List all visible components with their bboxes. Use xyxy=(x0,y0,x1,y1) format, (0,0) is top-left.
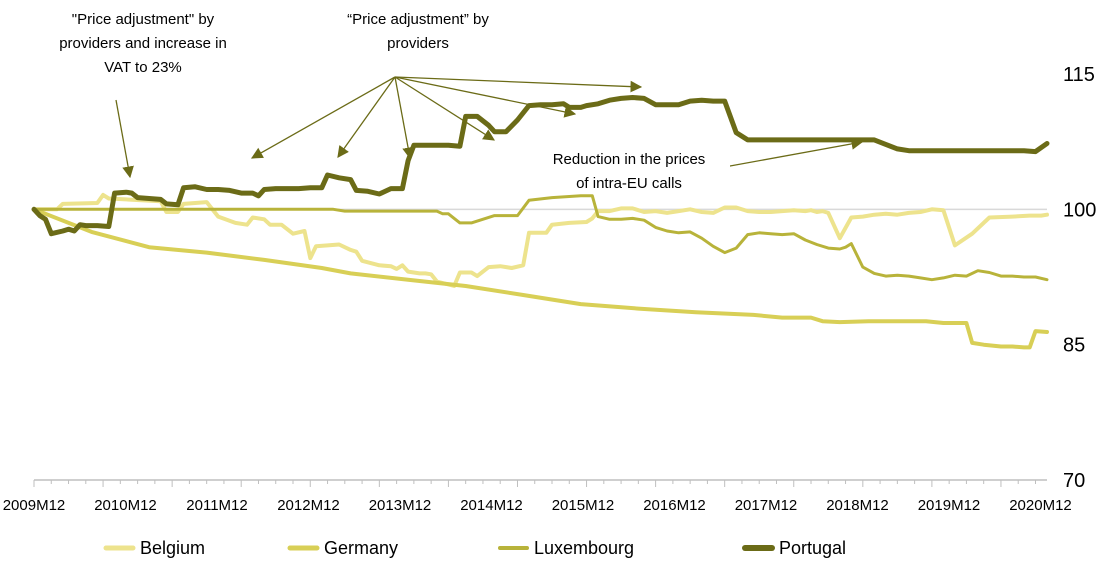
x-tick-label: 2014M12 xyxy=(460,497,523,514)
y-tick-label: 85 xyxy=(1063,335,1085,357)
x-tick-label: 2012M12 xyxy=(277,497,340,514)
x-tick-label: 2010M12 xyxy=(94,497,157,514)
annotation-text: providers xyxy=(387,35,449,52)
legend: Belgium Germany Luxembourg Portugal xyxy=(103,538,846,558)
x-tick-label: 2013M12 xyxy=(369,497,432,514)
x-tick-label: 2015M12 xyxy=(552,497,615,514)
annotation-text: "Price adjustment" by xyxy=(72,11,215,28)
annotation-arrow xyxy=(337,76,396,158)
legend-label-portugal: Portugal xyxy=(779,538,846,558)
y-tick-label: 70 xyxy=(1063,470,1085,492)
series-line-luxembourg xyxy=(32,194,1049,282)
series-line-germany xyxy=(32,207,1049,350)
annotation-text: VAT to 23% xyxy=(104,59,182,76)
x-tick-label: 2009M12 xyxy=(3,497,66,514)
y-tick-label: 115 xyxy=(1063,64,1095,86)
annotation-arrow xyxy=(394,76,414,160)
x-tick-label: 2020M12 xyxy=(1009,497,1072,514)
series-layer xyxy=(31,95,1050,350)
x-tick-label: 2017M12 xyxy=(735,497,798,514)
annotation-text: Reduction in the prices xyxy=(553,151,706,168)
legend-label-germany: Germany xyxy=(324,538,398,558)
x-tick-label: 2019M12 xyxy=(918,497,981,514)
annotation-arrow xyxy=(250,76,396,159)
series-line-belgium xyxy=(32,192,1049,288)
annotation-arrow xyxy=(394,76,495,141)
annotation-arrow xyxy=(115,99,134,179)
y-tick-labels: 70 85 100 115 xyxy=(1063,64,1096,492)
annotation-arrow xyxy=(394,76,643,93)
y-tick-label: 100 xyxy=(1063,199,1096,221)
annotation-text: providers and increase in xyxy=(59,35,227,52)
x-tick-label: 2018M12 xyxy=(826,497,889,514)
legend-label-belgium: Belgium xyxy=(140,538,205,558)
x-tick-label: 2016M12 xyxy=(643,497,706,514)
x-tick-labels: 2009M12 2010M12 2011M12 2012M12 2013M12 2014M… xyxy=(3,480,1072,514)
annotation-background xyxy=(528,146,730,192)
annotations: "Price adjustment" by providers and incre… xyxy=(59,11,730,192)
annotation-arrow xyxy=(394,76,577,118)
x-tick-label: 2011M12 xyxy=(186,497,247,514)
legend-label-luxembourg: Luxembourg xyxy=(534,538,634,558)
annotation-text: of intra-EU calls xyxy=(576,175,682,192)
annotation-text: “Price adjustment” by xyxy=(347,11,489,28)
